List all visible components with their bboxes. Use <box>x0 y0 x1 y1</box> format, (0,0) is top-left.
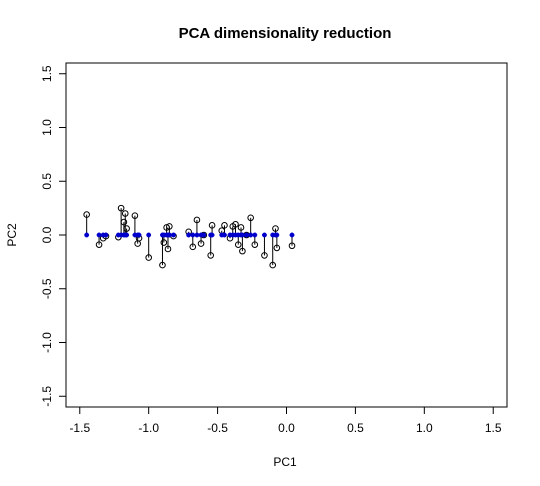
projected-point <box>209 232 215 238</box>
projected-point <box>186 232 192 238</box>
projected-point <box>239 232 245 238</box>
original-point <box>131 212 139 219</box>
y-tick-label: -1.0 <box>40 332 54 353</box>
projected-point <box>248 232 254 238</box>
original-point <box>272 225 279 232</box>
original-point <box>193 216 201 224</box>
projected-point <box>252 232 258 238</box>
projected-point <box>96 232 102 238</box>
projected-point <box>244 232 249 238</box>
original-point <box>159 261 166 269</box>
projected-point <box>190 232 196 238</box>
y-tick-label: -0.5 <box>40 278 54 299</box>
plot-frame <box>65 62 508 408</box>
x-tick-label: 1.5 <box>485 421 502 435</box>
projected-point <box>171 232 176 238</box>
original-point <box>273 244 281 252</box>
x-tick-label: -1.5 <box>69 421 90 435</box>
projected-point <box>103 232 109 238</box>
projected-point <box>136 232 142 238</box>
original-point <box>261 252 268 259</box>
original-point <box>221 222 228 229</box>
original-point <box>120 218 128 226</box>
original-point <box>121 210 129 217</box>
chart-title: PCA dimensionality reduction <box>179 25 392 42</box>
projected-point <box>289 232 295 238</box>
original-point <box>123 225 130 232</box>
projected-point <box>201 232 207 238</box>
y-axis: -1.5 -1.0 -0.5 0.0 0.5 1.0 1.5 <box>40 65 67 407</box>
original-point <box>166 223 173 230</box>
original-point <box>288 242 296 250</box>
projected-point <box>124 232 130 238</box>
x-tick-label: -1.0 <box>138 421 159 435</box>
y-tick-label: 1.5 <box>40 65 54 82</box>
original-point <box>160 239 168 246</box>
original-point <box>164 245 172 253</box>
original-point <box>251 241 259 248</box>
original-point <box>207 252 215 259</box>
projected-point <box>146 232 152 238</box>
original-point <box>83 211 90 218</box>
original-point <box>95 241 103 248</box>
y-tick-label: 1.0 <box>40 119 54 136</box>
projected-point <box>222 232 227 238</box>
original-point <box>117 204 125 212</box>
projected-point <box>84 232 90 238</box>
projected-points <box>84 232 295 238</box>
original-point <box>208 222 216 229</box>
x-tick-label: 0.5 <box>347 421 364 435</box>
y-tick-label: -1.5 <box>40 386 54 407</box>
original-point <box>237 224 245 231</box>
original-point <box>197 240 205 247</box>
projected-point <box>274 232 280 238</box>
x-axis-label: PC1 <box>273 455 297 469</box>
original-point <box>239 247 246 255</box>
original-point <box>234 241 242 248</box>
x-tick-label: -0.5 <box>207 421 228 435</box>
projected-point <box>262 232 267 238</box>
projected-point <box>194 232 200 238</box>
y-tick-label: 0.0 <box>40 226 54 243</box>
y-tick-label: 0.5 <box>40 173 54 190</box>
x-tick-label: 1.0 <box>416 421 433 435</box>
original-point <box>232 220 239 228</box>
original-point <box>189 243 197 251</box>
original-point <box>145 254 152 261</box>
original-point <box>269 261 277 269</box>
original-point <box>247 214 254 222</box>
y-axis-label: PC2 <box>5 223 19 247</box>
projected-point <box>166 232 172 238</box>
x-tick-label: 0.0 <box>278 421 295 435</box>
x-axis: -1.5 -1.0 -0.5 0.0 0.5 1.0 1.5 <box>69 406 502 435</box>
